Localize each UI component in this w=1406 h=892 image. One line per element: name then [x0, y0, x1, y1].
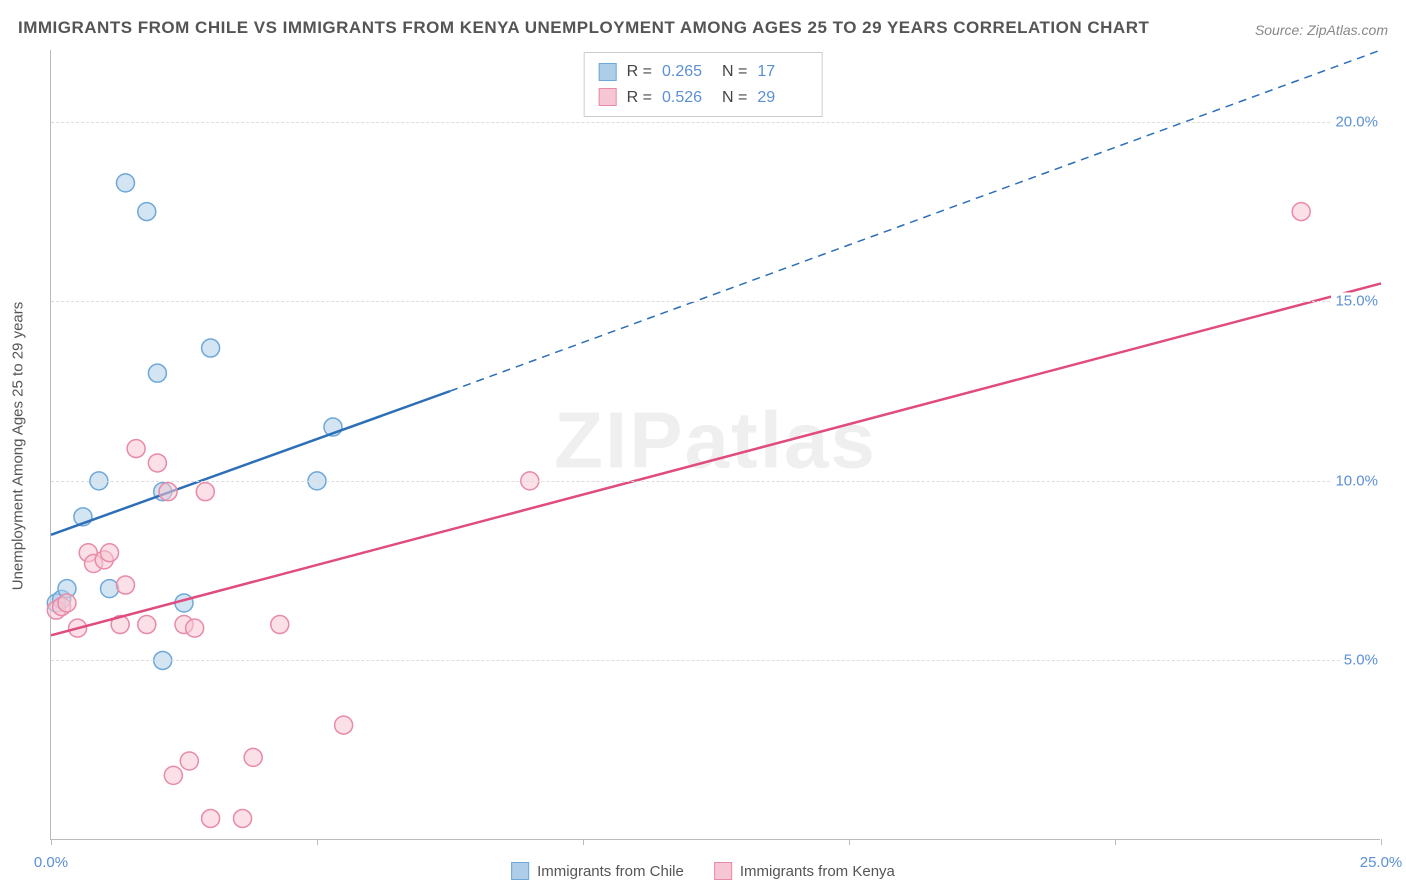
data-point — [164, 766, 182, 784]
n-value: 17 — [757, 59, 807, 85]
r-value: 0.265 — [662, 59, 712, 85]
bottom-legend: Immigrants from Chile Immigrants from Ken… — [511, 862, 895, 880]
chart-title: IMMIGRANTS FROM CHILE VS IMMIGRANTS FROM… — [18, 18, 1149, 38]
x-tick — [317, 839, 318, 845]
x-tick — [1115, 839, 1116, 845]
scatter-plot — [51, 50, 1380, 839]
data-point — [148, 454, 166, 472]
n-label: N = — [722, 85, 747, 111]
r-label: R = — [627, 59, 652, 85]
chart-area: ZIPatlas 5.0%10.0%15.0%20.0%0.0%25.0% — [50, 50, 1380, 840]
data-point — [58, 594, 76, 612]
data-point — [1292, 203, 1310, 221]
gridline-h — [51, 481, 1380, 482]
x-tick — [1381, 839, 1382, 845]
n-value: 29 — [757, 85, 807, 111]
data-point — [186, 619, 204, 637]
r-label: R = — [627, 85, 652, 111]
data-point — [271, 616, 289, 634]
gridline-h — [51, 122, 1380, 123]
data-point — [148, 364, 166, 382]
stats-row: R = 0.265 N = 17 — [599, 59, 808, 85]
data-point — [180, 752, 198, 770]
legend-swatch — [599, 88, 617, 106]
legend-swatch — [599, 63, 617, 81]
data-point — [335, 716, 353, 734]
data-point — [138, 616, 156, 634]
y-axis-label: Unemployment Among Ages 25 to 29 years — [10, 302, 27, 591]
gridline-h — [51, 660, 1380, 661]
legend-swatch — [714, 862, 732, 880]
data-point — [116, 174, 134, 192]
stats-row: R = 0.526 N = 29 — [599, 85, 808, 111]
x-tick — [583, 839, 584, 845]
source-label: Source: ZipAtlas.com — [1255, 22, 1388, 38]
y-tick-label: 10.0% — [1331, 472, 1382, 489]
data-point — [202, 809, 220, 827]
n-label: N = — [722, 59, 747, 85]
data-point — [116, 576, 134, 594]
r-value: 0.526 — [662, 85, 712, 111]
data-point — [196, 483, 214, 501]
gridline-h — [51, 301, 1380, 302]
x-tick-label: 0.0% — [34, 854, 68, 871]
x-tick — [51, 839, 52, 845]
data-point — [101, 580, 119, 598]
x-tick-label: 25.0% — [1360, 854, 1403, 871]
data-point — [159, 483, 177, 501]
regression-line — [51, 391, 450, 535]
data-point — [127, 440, 145, 458]
data-point — [202, 339, 220, 357]
regression-line — [51, 283, 1381, 635]
x-tick — [849, 839, 850, 845]
legend-swatch — [511, 862, 529, 880]
stats-legend: R = 0.265 N = 17 R = 0.526 N = 29 — [584, 52, 823, 117]
y-tick-label: 20.0% — [1331, 113, 1382, 130]
legend-item: Immigrants from Kenya — [714, 862, 895, 880]
y-tick-label: 15.0% — [1331, 293, 1382, 310]
legend-label: Immigrants from Chile — [537, 863, 684, 880]
legend-label: Immigrants from Kenya — [740, 863, 895, 880]
data-point — [101, 544, 119, 562]
data-point — [138, 203, 156, 221]
data-point — [234, 809, 252, 827]
legend-item: Immigrants from Chile — [511, 862, 684, 880]
data-point — [244, 748, 262, 766]
y-tick-label: 5.0% — [1340, 652, 1382, 669]
